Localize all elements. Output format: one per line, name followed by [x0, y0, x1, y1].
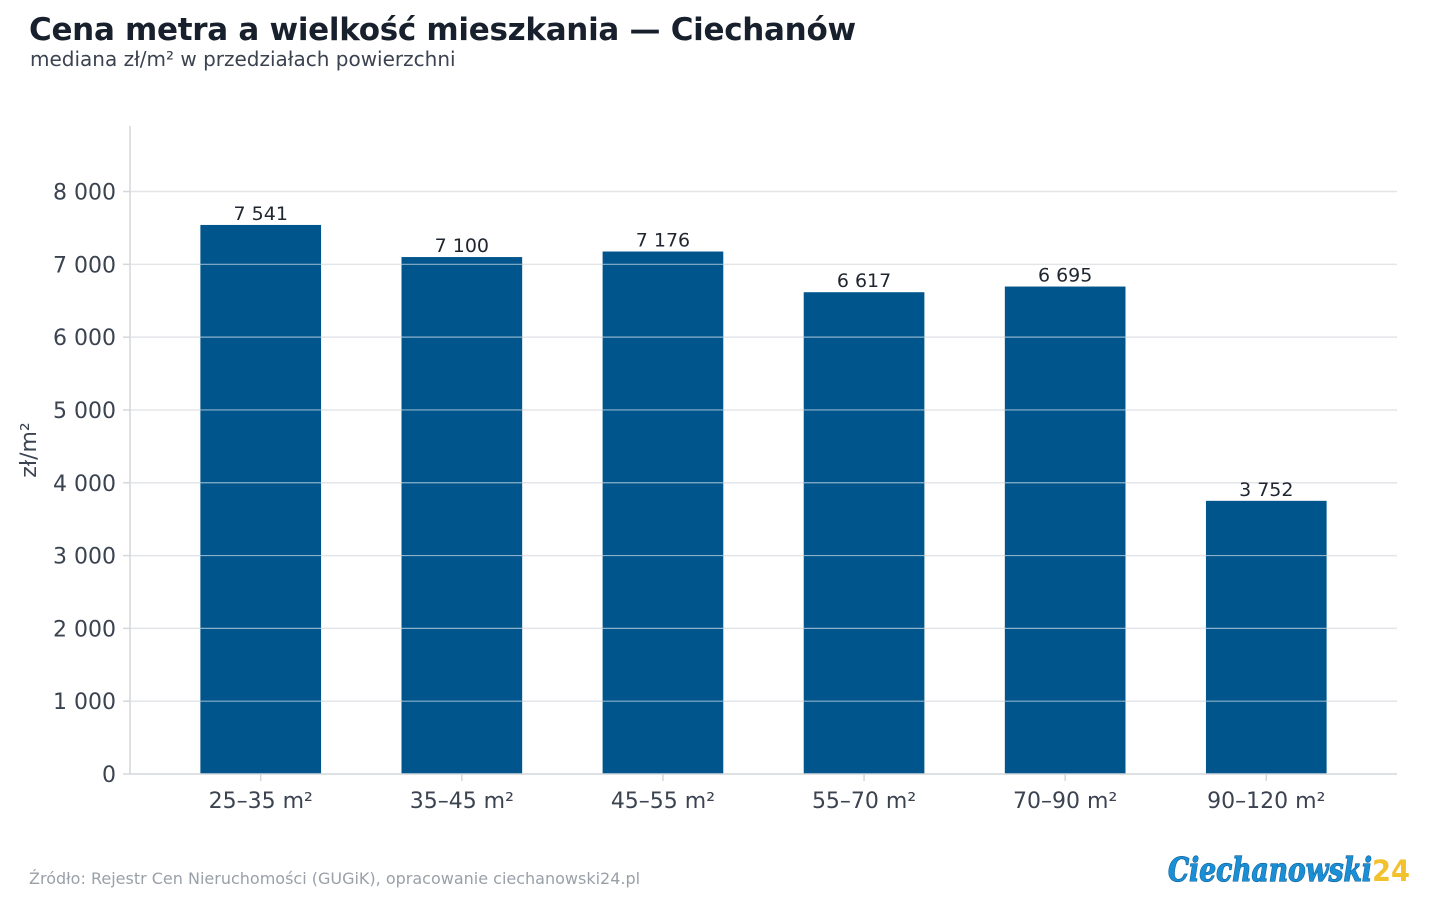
bar-value-label: 7 176 [636, 230, 690, 252]
y-axis-label: zł/m² [17, 422, 42, 477]
svg-text:24: 24 [1372, 854, 1410, 888]
bar-value-label: 6 617 [837, 270, 891, 292]
x-tick-label: 35–45 m² [410, 789, 514, 814]
source-note: Źródło: Rejestr Cen Nieruchomości (GUGiK… [29, 869, 641, 888]
bar [401, 257, 523, 775]
x-tick-label: 90–120 m² [1207, 789, 1325, 814]
y-tick-label: 4 000 [53, 472, 116, 497]
bar-value-label: 7 100 [435, 235, 489, 257]
y-tick-label: 1 000 [53, 690, 116, 715]
chart-subtitle: mediana zł/m² w przedziałach powierzchni [30, 47, 456, 71]
labels: 0 1 000 2 000 3 000 4 000 5 000 6 000 7 000 8 00… [17, 181, 1325, 814]
axes [123, 126, 1397, 781]
x-tick-label: 45–55 m² [611, 789, 715, 814]
bar-value-label: 7 541 [234, 203, 288, 225]
y-tick-label: 6 000 [53, 326, 116, 351]
y-tick-label: 3 000 [53, 545, 116, 570]
y-tick-label: 7 000 [53, 253, 116, 278]
x-tick-label: 70–90 m² [1013, 789, 1117, 814]
gridlines [130, 190, 1397, 702]
ciechanowski24-logo: Ciechanowski 24 [1167, 849, 1410, 889]
bar [200, 224, 322, 775]
bars [200, 224, 1327, 775]
bar-value-label: 3 752 [1239, 479, 1293, 501]
bar [602, 251, 724, 774]
y-tick-label: 2 000 [53, 617, 116, 642]
x-tick-label: 55–70 m² [812, 789, 916, 814]
bar [803, 292, 925, 774]
y-tick-label: 5 000 [53, 399, 116, 424]
y-tick-label: 0 [102, 763, 116, 788]
svg-text:Ciechanowski: Ciechanowski [1168, 850, 1372, 889]
bar-value-label: 6 695 [1038, 265, 1092, 287]
bar [1004, 286, 1126, 774]
y-tick-label: 8 000 [53, 181, 116, 206]
bar [1205, 500, 1327, 774]
x-tick-label: 25–35 m² [209, 789, 313, 814]
chart-title: Cena metra a wielkość mieszkania — Ciech… [29, 12, 856, 48]
